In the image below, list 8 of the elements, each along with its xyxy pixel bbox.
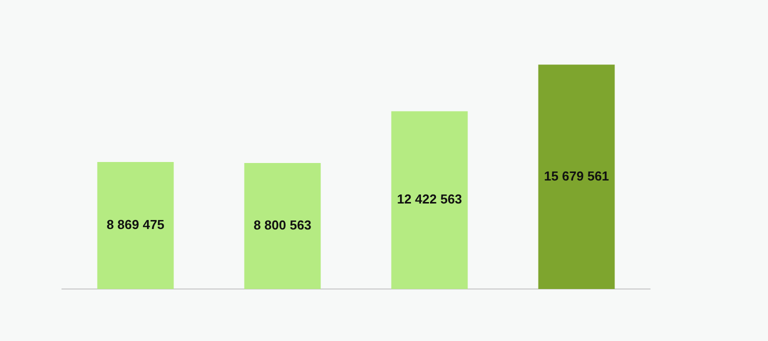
data-label: 12 422 563 [396, 192, 462, 207]
bar [538, 64, 615, 289]
bar [391, 111, 468, 289]
bar [244, 163, 321, 289]
data-label: 8 800 563 [254, 218, 312, 233]
data-label: 15 679 561 [544, 168, 610, 184]
data-label: 8 869 475 [106, 217, 164, 232]
bar [97, 162, 174, 289]
